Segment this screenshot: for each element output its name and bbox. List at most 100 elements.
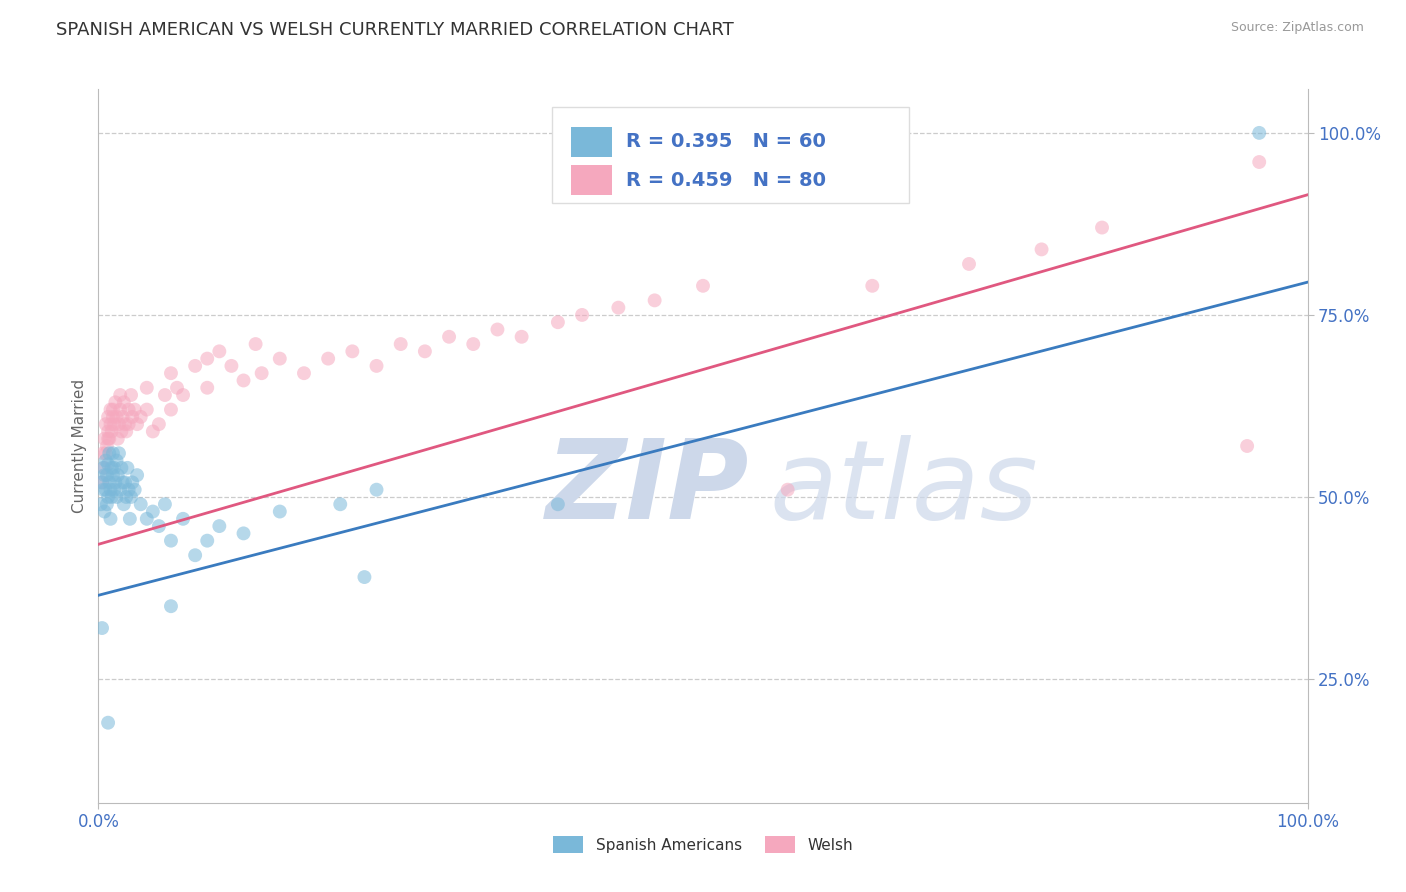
Point [103,417,125,432]
Point [142,504,165,518]
Point [366,483,388,497]
Point [103,483,125,497]
Point [269,351,291,366]
Point [91,446,114,460]
Point [91,483,114,497]
Point [121,409,143,424]
Point [437,330,460,344]
Point [184,359,207,373]
FancyBboxPatch shape [571,165,613,195]
Point [98,475,121,490]
Point [118,483,141,497]
Point [353,570,375,584]
Point [114,417,136,432]
Point [571,308,593,322]
Point [510,330,533,344]
Point [93,460,115,475]
Point [100,490,122,504]
Text: R = 0.395   N = 60: R = 0.395 N = 60 [626,132,825,152]
Point [127,468,149,483]
Point [97,432,120,446]
Point [292,366,315,380]
Text: SPANISH AMERICAN VS WELSH CURRENTLY MARRIED CORRELATION CHART: SPANISH AMERICAN VS WELSH CURRENTLY MARR… [56,21,734,38]
Point [93,432,115,446]
Point [105,490,128,504]
Point [96,439,118,453]
Point [97,409,120,424]
Point [1249,126,1271,140]
Point [160,599,183,614]
Point [101,409,124,424]
Y-axis label: Currently Married: Currently Married [72,379,87,513]
Point [160,366,183,380]
Point [96,497,118,511]
Text: atlas: atlas [769,435,1038,542]
Point [111,475,134,490]
Point [100,402,122,417]
Point [1236,439,1258,453]
Text: R = 0.459   N = 80: R = 0.459 N = 80 [626,170,825,190]
Point [100,425,122,439]
Point [104,475,127,490]
Text: ZIP: ZIP [546,435,749,542]
Point [108,483,131,497]
Point [94,453,117,467]
Point [195,533,218,548]
Point [607,301,630,315]
Point [107,432,129,446]
Point [232,374,254,388]
Point [118,417,141,432]
Point [245,337,267,351]
Point [413,344,436,359]
Point [120,490,142,504]
Point [94,446,117,460]
Point [100,417,122,432]
Point [97,457,120,471]
Point [957,257,980,271]
Point [104,395,127,409]
Point [115,490,138,504]
Point [153,497,176,511]
Point [121,475,143,490]
Point [142,425,165,439]
Point [692,278,714,293]
Point [389,337,412,351]
Point [366,359,388,373]
Point [547,497,569,511]
FancyBboxPatch shape [571,127,613,157]
Point [100,483,122,497]
FancyBboxPatch shape [551,107,908,203]
Point [100,460,122,475]
Point [107,468,129,483]
Point [111,409,134,424]
Point [120,388,142,402]
Point [108,417,131,432]
Point [160,402,183,417]
Point [195,381,218,395]
Point [117,460,139,475]
Point [98,432,121,446]
Point [108,402,131,417]
Point [114,475,136,490]
Point [208,344,231,359]
Point [97,715,120,730]
Point [91,460,114,475]
Point [1091,220,1114,235]
Point [208,519,231,533]
Point [110,460,132,475]
Point [98,446,121,460]
Point [250,366,273,380]
Point [124,483,146,497]
Point [112,497,135,511]
Point [776,483,799,497]
Point [644,293,666,308]
Point [547,315,569,329]
Point [101,402,124,417]
Point [232,526,254,541]
Point [486,322,509,336]
Point [108,446,131,460]
Point [148,417,170,432]
Point [90,497,112,511]
Point [860,278,883,293]
Point [97,490,120,504]
